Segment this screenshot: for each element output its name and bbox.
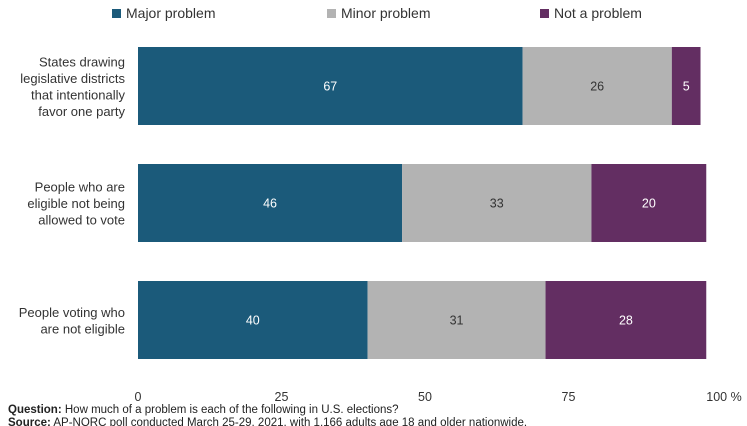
legend-item-not-a-problem: Not a problem [540, 5, 642, 21]
x-tick-label-1: 0 [135, 390, 142, 404]
legend-swatch-minor-problem [327, 8, 336, 18]
bar-major-problem-1 [138, 47, 523, 125]
category-label-1: States drawing legislative districts that … [20, 54, 125, 119]
question-label: Question: [8, 404, 62, 416]
x-tick-label-3: 50 [418, 390, 432, 404]
stacked-bar-chart: States drawing legislative districts that … [19, 47, 742, 404]
data-label-major-problem-2: 46 [263, 197, 277, 211]
legend-label-not-a-problem: Not a problem [554, 5, 642, 21]
data-label-major-problem-1: 67 [323, 80, 337, 94]
category-label-3: People voting who are not eligible [19, 305, 125, 337]
bar-not-a-problem-3 [545, 281, 707, 359]
x-tick-label-2: 25 [275, 390, 289, 404]
question-note: Question: How much of a problem is each … [8, 404, 743, 417]
legend-item-minor-problem: Minor problem [327, 5, 430, 21]
data-label-major-problem-3: 40 [246, 314, 260, 328]
x-tick-label-4: 75 [562, 390, 576, 404]
x-tick-label-5: 100 % [706, 390, 741, 404]
bar-not-a-problem-1 [671, 47, 701, 125]
question-text: How much of a problem is each of the fol… [64, 404, 399, 416]
chart-footer: Question: How much of a problem is each … [8, 404, 743, 426]
data-label-minor-problem-2: 33 [490, 197, 504, 211]
category-label-2: People who are eligible not being allowed … [27, 180, 125, 228]
data-label-not-a-problem-2: 20 [642, 197, 656, 211]
data-label-minor-problem-1: 26 [590, 80, 604, 94]
bar-major-problem-2 [138, 164, 403, 242]
source-note: Source: AP-NORC poll conducted March 25-… [8, 417, 743, 426]
bar-not-a-problem-2 [591, 164, 707, 242]
legend-swatch-major-problem [112, 8, 121, 18]
data-label-minor-problem-3: 31 [450, 314, 464, 328]
legend-label-major-problem: Major problem [126, 5, 216, 21]
legend-item-major-problem: Major problem [112, 5, 215, 21]
chart-legend: Major problem Minor problem Not a proble… [0, 5, 747, 23]
legend-swatch-not-a-problem [540, 8, 549, 18]
data-label-not-a-problem-1: 5 [683, 80, 690, 94]
data-label-not-a-problem-3: 28 [619, 314, 633, 328]
source-text: AP-NORC poll conducted March 25-29, 2021… [53, 417, 528, 426]
bar-minor-problem-3 [367, 281, 546, 359]
bar-major-problem-3 [138, 281, 368, 359]
source-label: Source: [8, 417, 51, 426]
bar-minor-problem-1 [522, 47, 672, 125]
bar-minor-problem-2 [402, 164, 592, 242]
legend-label-minor-problem: Minor problem [341, 5, 431, 21]
